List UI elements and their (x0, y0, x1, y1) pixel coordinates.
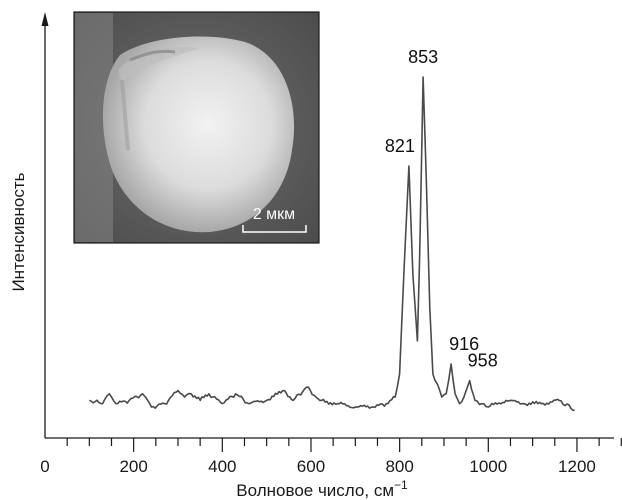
x-ticks (66, 438, 622, 452)
spectrum-line (88, 76, 575, 412)
peak-label-958: 958 (468, 351, 498, 371)
x-tick-label: 200 (119, 457, 147, 476)
x-tick-label: 1000 (469, 457, 507, 476)
x-tick-labels: 0 200 400 600 800 1000 1200 (40, 457, 596, 476)
peak-label-916: 916 (449, 334, 479, 354)
y-axis-title: Интенсивность (9, 172, 28, 291)
x-tick-label: 600 (297, 457, 325, 476)
x-tick-label: 400 (208, 457, 236, 476)
x-axis-title: Волновое число, см−1 (236, 478, 408, 500)
x-tick-label: 800 (385, 457, 413, 476)
inset-micrograph: 2 мкм (73, 11, 320, 244)
peak-label-821: 821 (385, 136, 415, 156)
x-tick-label: 0 (40, 457, 49, 476)
axes (41, 12, 614, 439)
particle-image (102, 36, 295, 233)
y-axis-arrow-icon (41, 12, 49, 26)
scale-bar-label: 2 мкм (253, 206, 295, 223)
x-tick-label: 1200 (558, 457, 596, 476)
peak-label-853: 853 (408, 47, 438, 67)
scale-bar (242, 225, 307, 233)
